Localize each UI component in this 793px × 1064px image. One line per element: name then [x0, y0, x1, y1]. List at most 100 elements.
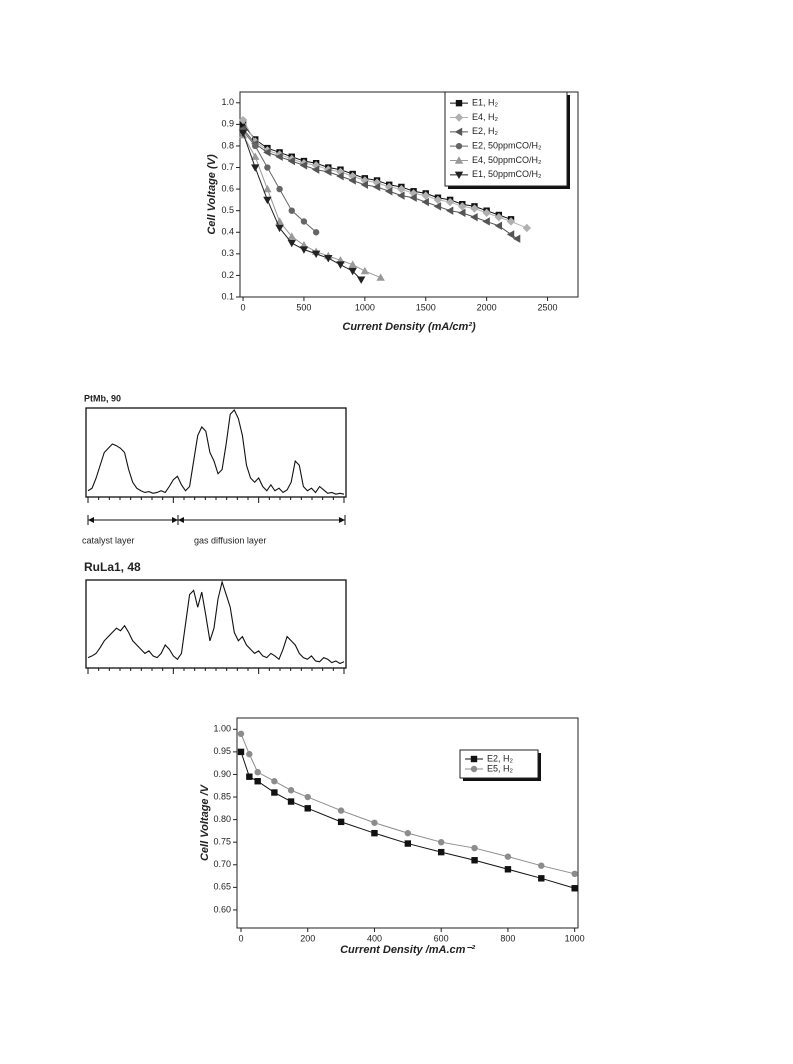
marker	[300, 218, 308, 225]
marker	[287, 156, 295, 166]
marker	[433, 202, 442, 211]
y-tick-label: 0.70	[213, 859, 231, 869]
marker	[360, 266, 370, 275]
x-tick-label: 500	[296, 302, 311, 312]
x-tick-label: 200	[300, 933, 315, 943]
y-tick-label: 0.5	[221, 205, 234, 215]
marker	[264, 164, 271, 171]
marker	[337, 818, 345, 826]
y-tick-label: 1.0	[221, 97, 234, 107]
marker	[348, 260, 357, 268]
y-tick-label: 0.2	[221, 270, 234, 280]
marker	[252, 142, 259, 150]
marker	[336, 171, 344, 181]
legend-box	[444, 91, 568, 187]
marker	[254, 768, 261, 776]
x-tick-label: 800	[500, 933, 515, 943]
marker	[454, 127, 463, 137]
legend-label: E4, H₂	[472, 112, 499, 122]
marker	[397, 191, 405, 200]
marker	[238, 115, 248, 125]
marker	[470, 212, 478, 222]
marker	[437, 838, 445, 846]
marker	[299, 246, 309, 254]
marker	[433, 195, 443, 205]
marker	[409, 189, 418, 198]
marker	[271, 789, 278, 796]
profile-title: RuLa1, 48	[84, 560, 141, 574]
marker	[304, 793, 311, 801]
marker	[287, 787, 295, 794]
marker	[454, 156, 464, 164]
marker	[311, 165, 320, 174]
marker	[421, 197, 429, 207]
marker	[360, 180, 369, 189]
x-tick-label: 2000	[477, 302, 497, 312]
plot-frame	[85, 579, 347, 669]
marker	[458, 208, 466, 218]
marker	[275, 224, 284, 233]
y-tick-label: 1.00	[213, 724, 231, 734]
marker	[404, 840, 412, 847]
series-line	[242, 134, 381, 279]
marker	[571, 870, 578, 878]
arrow-head	[339, 517, 345, 523]
marker	[371, 819, 378, 826]
profile-line	[87, 409, 345, 495]
annotation: catalyst layer	[82, 535, 135, 545]
marker	[494, 221, 503, 230]
marker	[348, 267, 357, 276]
x-tick-label: 0	[238, 933, 243, 943]
marker	[348, 176, 356, 185]
marker	[356, 276, 366, 284]
marker	[251, 152, 260, 160]
marker	[506, 217, 516, 226]
arrow-head	[172, 517, 178, 523]
legend-label: E2, 50ppmCO/H₂	[472, 141, 542, 151]
y-tick-label: 0.1	[221, 291, 234, 301]
marker	[287, 798, 295, 805]
marker	[471, 857, 478, 864]
y-tick-label: 0.95	[213, 746, 231, 756]
marker	[421, 191, 430, 200]
arrow-head	[88, 517, 94, 523]
y-tick-label: 0.9	[221, 119, 234, 129]
x-tick-label: 400	[367, 933, 382, 943]
marker	[336, 261, 345, 269]
y-tick-label: 0.75	[213, 837, 231, 847]
legend-label: E1, 50ppmCO/H₂	[472, 169, 542, 179]
plot-frame	[239, 91, 579, 298]
arrow-head	[178, 517, 184, 523]
x-tick-label: 600	[434, 933, 449, 943]
legend-label: E2, H₂	[472, 126, 499, 136]
y-tick-label: 0.7	[221, 162, 234, 172]
marker	[397, 184, 406, 194]
marker	[512, 234, 521, 243]
x-axis-label: Current Density (mA/cm²)	[342, 321, 476, 333]
marker	[376, 273, 385, 281]
legend-label: E4, 50ppmCO/H₂	[472, 155, 542, 165]
marker	[522, 223, 532, 233]
marker	[404, 829, 412, 837]
marker	[470, 204, 479, 213]
marker	[275, 152, 283, 161]
x-axis-label: Current Density /mA.cm⁻²	[340, 944, 475, 956]
y-axis-label: Cell Voltage (V)	[206, 154, 218, 235]
marker	[239, 121, 247, 128]
marker	[504, 866, 512, 873]
marker	[371, 829, 378, 837]
marker	[455, 99, 463, 107]
marker	[571, 885, 578, 892]
x-tick-label: 2500	[538, 302, 558, 312]
marker	[445, 197, 455, 207]
marker	[372, 182, 381, 192]
marker	[299, 161, 308, 170]
marker	[324, 167, 332, 177]
marker	[385, 187, 393, 196]
marker	[471, 844, 478, 852]
marker	[324, 254, 333, 263]
marker	[276, 185, 283, 193]
marker	[311, 250, 321, 259]
marker	[494, 212, 504, 222]
